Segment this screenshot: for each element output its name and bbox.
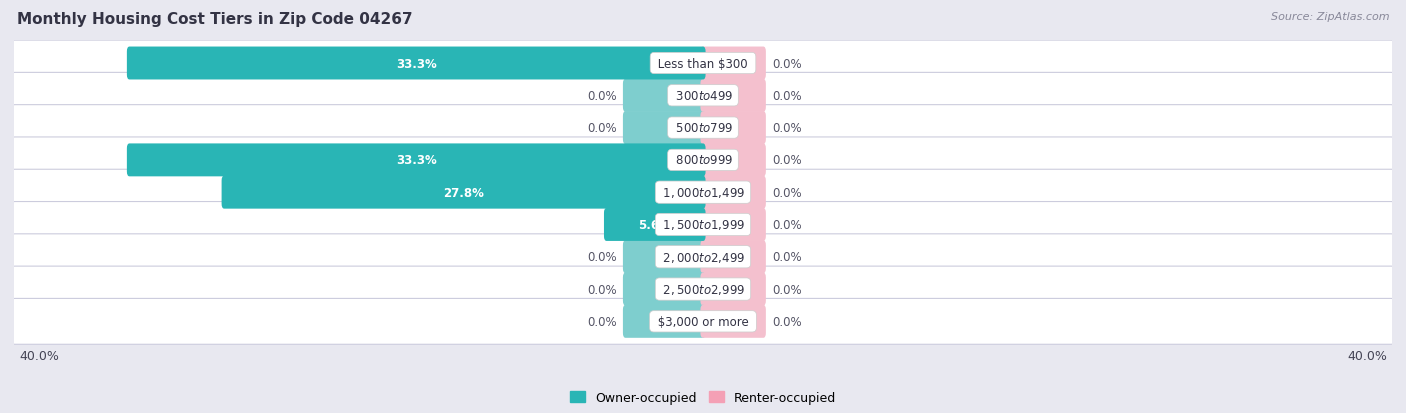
Text: $3,000 or more: $3,000 or more [654, 315, 752, 328]
FancyBboxPatch shape [10, 234, 1396, 280]
Text: 0.0%: 0.0% [588, 251, 617, 263]
Text: 0.0%: 0.0% [588, 315, 617, 328]
FancyBboxPatch shape [127, 144, 706, 177]
Text: $1,000 to $1,499: $1,000 to $1,499 [659, 186, 747, 200]
FancyBboxPatch shape [623, 305, 706, 338]
Text: Monthly Housing Cost Tiers in Zip Code 04267: Monthly Housing Cost Tiers in Zip Code 0… [17, 12, 412, 27]
Text: Source: ZipAtlas.com: Source: ZipAtlas.com [1271, 12, 1389, 22]
Text: 33.3%: 33.3% [396, 57, 437, 70]
FancyBboxPatch shape [10, 202, 1396, 248]
Text: 0.0%: 0.0% [772, 186, 801, 199]
FancyBboxPatch shape [127, 47, 706, 80]
FancyBboxPatch shape [700, 112, 766, 145]
Text: 0.0%: 0.0% [588, 122, 617, 135]
FancyBboxPatch shape [10, 138, 1396, 183]
FancyBboxPatch shape [700, 144, 766, 177]
Text: 27.8%: 27.8% [443, 186, 484, 199]
Text: 0.0%: 0.0% [772, 251, 801, 263]
Text: 0.0%: 0.0% [772, 315, 801, 328]
FancyBboxPatch shape [700, 241, 766, 273]
Text: $500 to $799: $500 to $799 [672, 122, 734, 135]
FancyBboxPatch shape [700, 176, 766, 209]
FancyBboxPatch shape [623, 241, 706, 273]
Legend: Owner-occupied, Renter-occupied: Owner-occupied, Renter-occupied [565, 386, 841, 409]
Text: $1,500 to $1,999: $1,500 to $1,999 [659, 218, 747, 232]
Text: 0.0%: 0.0% [772, 122, 801, 135]
FancyBboxPatch shape [10, 41, 1396, 87]
FancyBboxPatch shape [222, 176, 706, 209]
Text: $300 to $499: $300 to $499 [672, 90, 734, 102]
FancyBboxPatch shape [10, 105, 1396, 151]
Text: 0.0%: 0.0% [772, 57, 801, 70]
Text: $2,500 to $2,999: $2,500 to $2,999 [659, 282, 747, 297]
FancyBboxPatch shape [623, 112, 706, 145]
FancyBboxPatch shape [700, 80, 766, 112]
Text: 40.0%: 40.0% [1347, 349, 1386, 362]
FancyBboxPatch shape [700, 47, 766, 80]
Text: 0.0%: 0.0% [772, 283, 801, 296]
FancyBboxPatch shape [10, 299, 1396, 344]
Text: 0.0%: 0.0% [772, 154, 801, 167]
Text: $2,000 to $2,499: $2,000 to $2,499 [659, 250, 747, 264]
Text: 0.0%: 0.0% [588, 283, 617, 296]
FancyBboxPatch shape [700, 273, 766, 306]
FancyBboxPatch shape [700, 305, 766, 338]
FancyBboxPatch shape [10, 170, 1396, 216]
FancyBboxPatch shape [700, 209, 766, 241]
FancyBboxPatch shape [623, 80, 706, 112]
FancyBboxPatch shape [605, 209, 706, 241]
Text: 0.0%: 0.0% [772, 90, 801, 102]
Text: 40.0%: 40.0% [20, 349, 59, 362]
Text: 5.6%: 5.6% [638, 218, 671, 231]
Text: 0.0%: 0.0% [588, 90, 617, 102]
Text: $800 to $999: $800 to $999 [672, 154, 734, 167]
FancyBboxPatch shape [10, 73, 1396, 119]
Text: Less than $300: Less than $300 [654, 57, 752, 70]
Text: 33.3%: 33.3% [396, 154, 437, 167]
Text: 0.0%: 0.0% [772, 218, 801, 231]
FancyBboxPatch shape [623, 273, 706, 306]
FancyBboxPatch shape [10, 266, 1396, 312]
